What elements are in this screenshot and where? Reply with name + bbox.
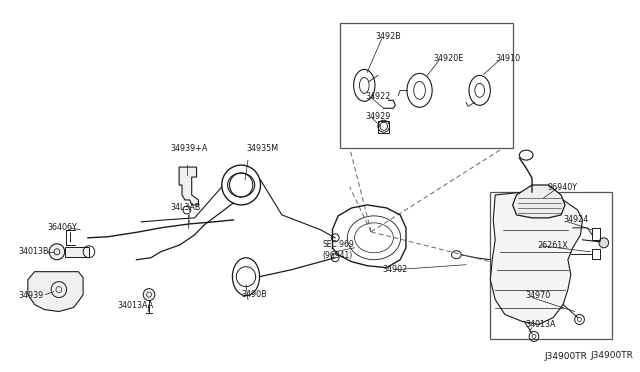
Bar <box>592 228 600 240</box>
Polygon shape <box>28 272 83 311</box>
Circle shape <box>599 238 609 248</box>
Bar <box>490 192 612 339</box>
Text: 34902: 34902 <box>383 265 408 274</box>
Text: 34013A: 34013A <box>525 320 556 329</box>
Text: J34900TR: J34900TR <box>590 351 633 360</box>
Text: 34910: 34910 <box>495 54 520 63</box>
Polygon shape <box>513 185 565 218</box>
Bar <box>378 121 390 133</box>
Circle shape <box>222 165 260 205</box>
Text: 34013AA: 34013AA <box>117 301 154 310</box>
Text: 34922: 34922 <box>365 92 390 101</box>
Circle shape <box>49 244 65 260</box>
Text: 34970: 34970 <box>525 291 550 300</box>
Text: 26261X: 26261X <box>537 241 568 250</box>
Text: 34929: 34929 <box>365 112 390 121</box>
Text: 3490B: 3490B <box>241 290 267 299</box>
Text: 3492B: 3492B <box>375 32 401 41</box>
Text: 96940Y: 96940Y <box>548 183 577 192</box>
Text: SEC.969: SEC.969 <box>323 240 355 249</box>
Ellipse shape <box>520 150 533 160</box>
Text: J34900TR: J34900TR <box>545 352 588 361</box>
Text: 36406Y: 36406Y <box>47 223 77 232</box>
Text: 34935M: 34935M <box>246 144 278 153</box>
Bar <box>65 247 89 257</box>
Text: 34939: 34939 <box>18 291 44 300</box>
Text: 34939+A: 34939+A <box>170 144 208 153</box>
Bar <box>340 23 513 148</box>
Bar <box>592 249 600 259</box>
Polygon shape <box>179 167 198 205</box>
Text: 34920E: 34920E <box>433 54 463 63</box>
Text: 34L3AB: 34L3AB <box>170 203 201 212</box>
Text: 34924: 34924 <box>563 215 588 224</box>
Ellipse shape <box>232 258 260 296</box>
Polygon shape <box>490 192 582 324</box>
Circle shape <box>143 289 155 301</box>
Text: 34013B: 34013B <box>18 247 49 256</box>
Text: (96941): (96941) <box>323 251 353 260</box>
